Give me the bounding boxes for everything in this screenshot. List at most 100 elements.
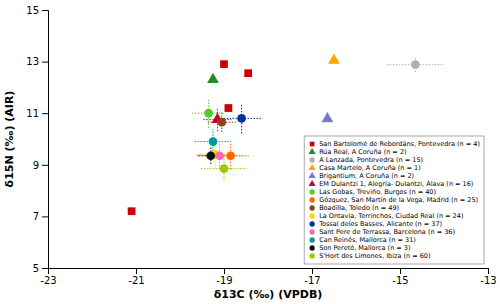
point [226,151,235,160]
series [237,114,246,123]
legend-label: Can Reinés, Mallorca (n = 31) [319,236,416,244]
legend-label: Casa Martelo, A Coruña (n = 1) [319,164,421,172]
tick-mark [42,113,48,114]
series [411,60,420,69]
legend: San Bartolomé de Rebordáns, Pontevedra (… [304,136,484,264]
tick: -23 [40,268,56,286]
tick-mark [488,268,489,274]
point [207,73,219,83]
chart: -23 -21 -19 -17 -15 -13 5 7 9 11 13 15 δ13C (‰) (VPD… [0,0,500,304]
tick: 9 [33,160,48,171]
legend-box [304,136,484,264]
error-bars [192,98,225,128]
tick-mark [42,62,48,63]
legend-marker [309,197,314,202]
tick-label: -21 [128,275,144,286]
tick-label: -17 [304,275,320,286]
legend-label: Son Peretó, Mallorca (n = 3) [319,244,410,252]
error-bars [387,57,444,71]
tick-mark [400,268,401,274]
tick: 7 [33,211,48,222]
y-axis: 5 7 9 11 13 15 [26,5,48,274]
tick-label: -15 [392,275,408,286]
tick: -17 [304,268,320,286]
legend-label: A Lanzada, Pontevedra (n = 15) [319,156,423,164]
error-bars [212,142,249,169]
point [220,60,228,68]
legend-label: Gózquez, San Martín de la Vega, Madrid (… [319,196,478,204]
legend-marker [309,213,314,218]
tick: -21 [128,268,144,286]
tick-mark [42,165,48,166]
point [411,60,420,69]
legend-label: Brigantium, A Coruña (n = 2) [319,172,414,180]
tick-label: -13 [480,275,496,286]
tick-label: 9 [33,160,39,171]
series [220,164,229,173]
tick-mark [136,268,137,274]
y-axis-title: δ15N (‰) (AIR) [3,91,16,188]
legend-marker [309,205,314,210]
legend-marker [309,237,314,242]
point [220,164,229,173]
tick-label: 13 [26,56,39,67]
marks [128,54,444,216]
legend-marker [309,253,314,258]
legend-marker [309,172,316,178]
tick-mark [312,268,313,274]
axis-line [42,11,49,269]
point [225,104,233,112]
legend-marker [309,164,316,170]
legend-label: La Ontavia, Terrinchos, Ciudad Real (n =… [319,212,463,220]
tick: 15 [26,5,48,16]
error-bars [195,129,232,154]
plot: -23 -21 -19 -17 -15 -13 5 7 9 11 13 15 [26,5,496,286]
legend-label: Las Gobas, Treviño, Burgos (n = 40) [319,188,436,196]
point [322,112,334,122]
tick-label: 15 [26,5,39,16]
error-bars [220,103,262,133]
tick: 5 [33,263,48,274]
legend-label: Boadilla, Toledo (n = 49) [319,204,399,212]
tick-label: 7 [33,211,39,222]
tick-label: -23 [40,275,56,286]
tick: 11 [26,108,48,119]
point [209,137,218,146]
legend-label: EM Dulantzi 1, Alegría- Dulantzi, Álava … [319,179,473,188]
point [215,151,224,160]
legend-label: San Bartolomé de Rebordáns, Pontevedra (… [319,140,480,148]
error-bars [201,156,247,181]
point [328,54,340,64]
legend-marker [310,142,315,147]
tick: -19 [216,268,232,286]
x-axis: -23 -21 -19 -17 -15 -13 [40,268,496,286]
axis-line [49,269,489,275]
legend-marker [309,245,314,250]
point [237,114,246,123]
legend-label: Tossal deles Basses, Alicante (n = 37) [318,220,442,228]
point [217,118,226,127]
legend-marker [309,221,314,226]
legend-label: Sant Pere de Terrassa, Barcelona (n = 36… [319,228,455,236]
series [226,151,235,160]
series [206,151,215,160]
legend-label: S'Hort des Limones, Ibiza (n = 60) [319,252,430,260]
x-axis-title: δ13C (‰) (VPDB) [214,288,323,301]
point [204,109,213,118]
tick-mark [42,268,48,269]
tick-label: 11 [26,108,39,119]
series [217,118,226,127]
series [204,109,213,118]
tick: -15 [392,268,408,286]
legend-label: Rúa Real, A Coruña (n = 2) [319,148,406,156]
tick-mark [42,10,48,11]
tick-label: -19 [216,275,232,286]
series [209,137,218,146]
point [244,69,252,77]
tick: 13 [26,56,48,67]
series [207,73,219,83]
legend-marker [309,180,316,186]
legend-marker [309,148,316,154]
error-bars [197,142,243,169]
tick-mark [42,216,48,217]
